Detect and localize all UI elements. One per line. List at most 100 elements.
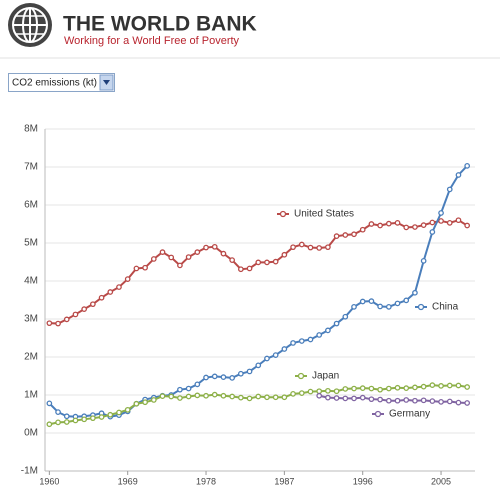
data-point <box>359 226 366 233</box>
legend-marker <box>374 410 382 418</box>
data-point <box>55 419 61 426</box>
data-point <box>333 388 340 395</box>
data-point <box>55 320 61 327</box>
data-point <box>194 392 201 399</box>
data-point <box>368 385 375 392</box>
logo <box>8 3 52 47</box>
data-point <box>264 355 270 362</box>
x-tick-label: 2005 <box>431 476 451 486</box>
data-point <box>446 186 453 193</box>
data-point <box>325 327 331 334</box>
data-point <box>281 394 288 401</box>
data-point <box>90 415 96 422</box>
data-point <box>116 284 122 290</box>
y-tick-label: -1M <box>21 466 38 477</box>
data-point <box>429 382 436 388</box>
data-point <box>359 385 366 392</box>
data-point <box>377 386 383 393</box>
data-point <box>307 336 314 343</box>
data-point <box>377 222 383 229</box>
data-point <box>46 400 53 407</box>
x-tick-label: 1987 <box>274 476 294 486</box>
data-point <box>90 301 96 308</box>
data-point <box>342 313 349 320</box>
data-point <box>385 303 392 310</box>
data-point <box>63 316 70 323</box>
data-point <box>63 419 70 425</box>
data-point <box>238 266 244 273</box>
data-point <box>420 383 427 390</box>
data-point <box>394 300 401 307</box>
legend-marker <box>297 372 305 380</box>
legend-label: Japan <box>312 371 339 382</box>
indicator-select[interactable]: CO2 emissions (kt) <box>8 73 115 92</box>
data-point <box>368 298 375 304</box>
data-point <box>177 395 183 401</box>
data-point <box>394 220 401 226</box>
x-tick-label: 1978 <box>196 476 216 486</box>
data-point <box>272 258 279 265</box>
data-point <box>272 352 279 358</box>
data-point <box>46 421 53 428</box>
data-point <box>325 244 331 251</box>
data-point <box>438 210 444 216</box>
data-point <box>168 254 175 261</box>
data-point <box>351 395 357 402</box>
data-point <box>351 231 357 238</box>
data-point <box>124 406 131 413</box>
data-point <box>211 391 218 398</box>
data-point <box>412 224 418 230</box>
x-tick-label: 1960 <box>39 476 59 486</box>
data-point <box>438 383 444 389</box>
legend-marker <box>279 210 287 218</box>
data-point <box>298 390 305 396</box>
data-point <box>342 232 349 238</box>
data-point <box>220 250 227 257</box>
data-point <box>203 374 209 381</box>
data-point <box>194 381 201 388</box>
data-point <box>264 394 270 401</box>
data-point <box>203 392 209 399</box>
x-tick-label: 1969 <box>118 476 138 486</box>
data-point <box>211 373 218 380</box>
legend-label: China <box>432 302 459 313</box>
data-point <box>159 249 166 255</box>
y-tick-label: 0M <box>24 428 38 439</box>
legend-marker <box>417 303 425 311</box>
data-point <box>368 396 375 403</box>
data-point <box>307 388 314 395</box>
data-point <box>46 320 53 327</box>
data-point <box>298 241 305 248</box>
data-point <box>316 388 323 395</box>
data-point <box>81 306 88 312</box>
data-point <box>177 386 183 393</box>
data-point <box>63 413 70 420</box>
data-point <box>307 244 314 251</box>
data-point <box>325 394 331 401</box>
data-point <box>159 393 166 399</box>
data-point <box>264 259 270 266</box>
data-point <box>98 294 105 301</box>
data-point <box>168 393 175 400</box>
data-point <box>203 244 209 251</box>
data-point <box>290 340 296 346</box>
data-point <box>177 262 183 269</box>
y-tick-label: 5M <box>24 238 38 249</box>
y-tick-label: 3M <box>24 314 38 325</box>
data-point <box>377 303 383 310</box>
data-point <box>133 400 140 407</box>
y-tick-label: 6M <box>24 200 38 211</box>
data-point <box>455 217 462 224</box>
y-tick-label: 1M <box>24 390 38 401</box>
data-point <box>359 298 366 305</box>
data-point <box>246 368 253 375</box>
data-point <box>394 384 401 391</box>
data-point <box>455 399 462 406</box>
data-point <box>316 245 323 251</box>
data-point <box>211 243 218 250</box>
data-point <box>429 229 436 235</box>
data-point <box>255 393 262 400</box>
data-point <box>142 264 148 271</box>
data-point <box>359 394 366 401</box>
